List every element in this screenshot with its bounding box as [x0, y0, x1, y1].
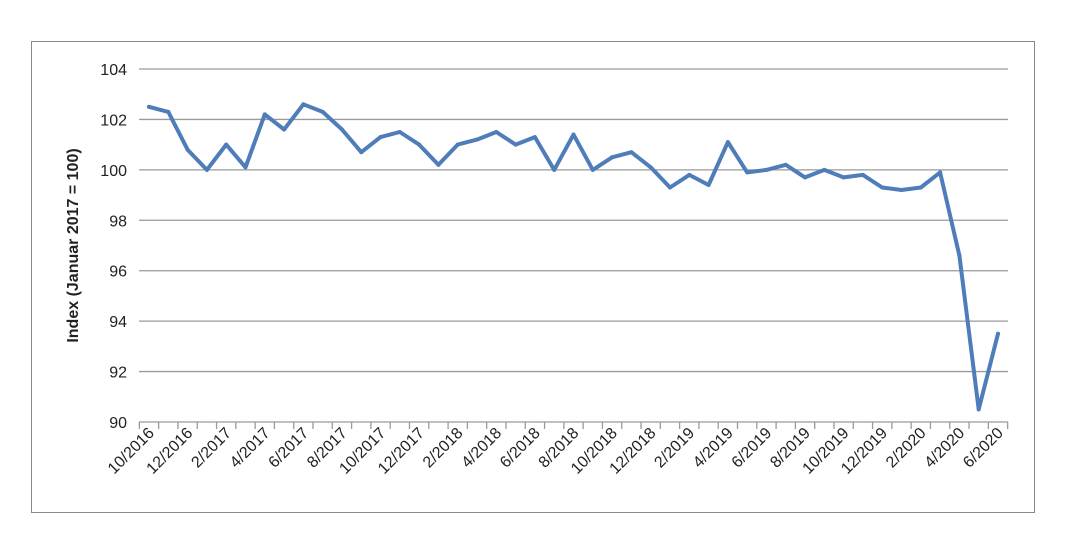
data-point: [455, 142, 460, 147]
data-point: [590, 167, 595, 172]
data-point: [494, 130, 499, 135]
data-point: [610, 155, 615, 160]
y-tick-label: 98: [109, 213, 127, 230]
x-tick-label: 6/2020: [960, 425, 1007, 472]
y-tick-labels: 90 92 94 96 98 100 102 104: [100, 62, 127, 432]
series-group: [147, 102, 1000, 412]
y-tick-label: 100: [100, 163, 127, 180]
data-point: [552, 167, 557, 172]
data-point: [166, 109, 171, 114]
data-point: [880, 185, 885, 190]
data-point: [204, 167, 209, 172]
data-point: [996, 331, 1000, 336]
data-point: [976, 407, 981, 412]
x-axis: [138, 422, 1009, 429]
data-point: [262, 112, 267, 117]
data-point: [147, 104, 151, 109]
x-tick-label: 2/2017: [188, 425, 235, 472]
data-point: [301, 102, 306, 107]
data-point: [918, 185, 923, 190]
series-line: [147, 102, 1000, 412]
data-point: [899, 188, 904, 193]
x-tick-label: 6/2019: [729, 425, 776, 472]
x-tick-label: 2/2018: [420, 425, 467, 472]
data-point: [957, 253, 962, 258]
x-tick-label: 6/2018: [497, 425, 544, 472]
data-point: [687, 172, 692, 177]
x-tick-label: 2/2020: [883, 425, 930, 472]
data-point: [745, 170, 750, 175]
data-point: [513, 142, 518, 147]
x-tick-label: 4/2019: [690, 425, 737, 472]
data-point: [282, 127, 287, 132]
gridlines: [139, 68, 1008, 423]
x-tick-label: 4/2018: [459, 425, 506, 472]
data-point: [417, 142, 422, 147]
data-point: [860, 172, 865, 177]
x-tick-label: 2/2019: [651, 425, 698, 472]
data-point: [185, 147, 190, 152]
data-point: [783, 162, 788, 167]
data-point: [397, 130, 402, 135]
data-point: [320, 109, 325, 114]
y-tick-label: 94: [109, 314, 127, 331]
line-chart: 90 92 94 96 98 100 102 104 10/201612/20162/2017…: [65, 62, 1009, 478]
chart-frame: 90 92 94 96 98 100 102 104 10/2016 12/2016 2/2017…: [31, 41, 1035, 513]
data-point: [822, 167, 827, 172]
data-point: [359, 150, 364, 155]
x-tick-label: 6/2017: [266, 425, 313, 472]
data-point: [339, 127, 344, 132]
data-point: [648, 165, 653, 170]
data-point: [436, 162, 441, 167]
data-point: [224, 142, 229, 147]
data-point: [841, 175, 846, 180]
data-point: [667, 185, 672, 190]
data-point: [475, 137, 480, 142]
data-point: [706, 182, 711, 187]
data-point: [803, 175, 808, 180]
y-tick-label: 104: [100, 62, 127, 79]
data-point: [629, 150, 634, 155]
y-tick-label: 90: [109, 415, 127, 432]
data-point: [764, 167, 769, 172]
data-point: [378, 135, 383, 140]
data-point: [571, 132, 576, 137]
x-tick-label: 4/2020: [922, 425, 969, 472]
data-point: [243, 165, 248, 170]
y-axis-title: Index (Januar 2017 = 100): [65, 148, 82, 342]
x-tick-label: 4/2017: [227, 425, 274, 472]
y-tick-label: 92: [109, 365, 127, 382]
data-point: [938, 170, 943, 175]
data-point: [532, 135, 537, 140]
data-point: [725, 140, 730, 145]
y-tick-label: 96: [109, 264, 127, 281]
x-tick-labels: 10/201612/20162/20174/20176/20178/201710…: [105, 425, 1007, 478]
y-tick-label: 102: [100, 112, 127, 129]
